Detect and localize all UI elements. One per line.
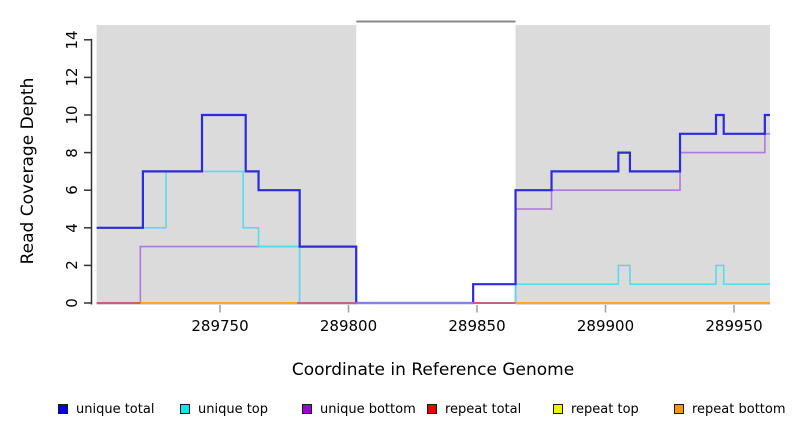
legend: unique total unique top unique bottom re… [0,399,792,423]
legend-item-unique-top: unique top [180,399,268,419]
unique-bottom-line [96,133,770,304]
repeat-total-swatch-icon [427,404,437,414]
legend-item-repeat-bottom: repeat bottom [674,399,786,419]
gap-region [356,21,516,305]
x-tick-label: 289950 [705,317,763,335]
unique-top-swatch-icon [180,404,190,414]
x-tick-label: 289800 [319,317,378,335]
unique-bottom-swatch-icon [302,404,312,414]
legend-label: repeat top [571,401,639,417]
repeat-bottom-swatch-icon [674,404,684,414]
unique-total-swatch-icon [58,404,68,414]
y-tick-label: 12 [63,67,81,87]
legend-item-repeat-top: repeat top [553,399,639,419]
y-tick-label: 8 [63,147,81,158]
y-tick-label: 4 [63,223,81,233]
x-axis-title: Coordinate in Reference Genome [291,360,575,380]
x-tick-label: 289750 [191,317,249,335]
legend-label: unique total [76,401,155,417]
legend-item-repeat-total: repeat total [427,399,521,419]
y-tick-label: 6 [63,185,81,195]
y-tick-label: 14 [63,30,81,50]
y-tick-label: 2 [63,260,81,271]
legend-label: repeat bottom [692,401,786,417]
y-axis-title: Read Coverage Depth [18,77,38,265]
legend-item-unique-bottom: unique bottom [302,399,416,419]
y-tick-label: 0 [63,298,81,308]
legend-label: repeat total [445,401,522,417]
repeat-top-swatch-icon [553,404,563,414]
x-tick-label: 289850 [448,317,506,335]
legend-item-unique-total: unique total [58,399,154,419]
y-tick-label: 10 [63,105,81,125]
legend-label: unique top [198,401,269,417]
unique-total-line [96,113,770,305]
legend-label: unique bottom [320,401,416,417]
unique-top-line [96,170,770,304]
x-tick-label: 289900 [576,317,635,335]
